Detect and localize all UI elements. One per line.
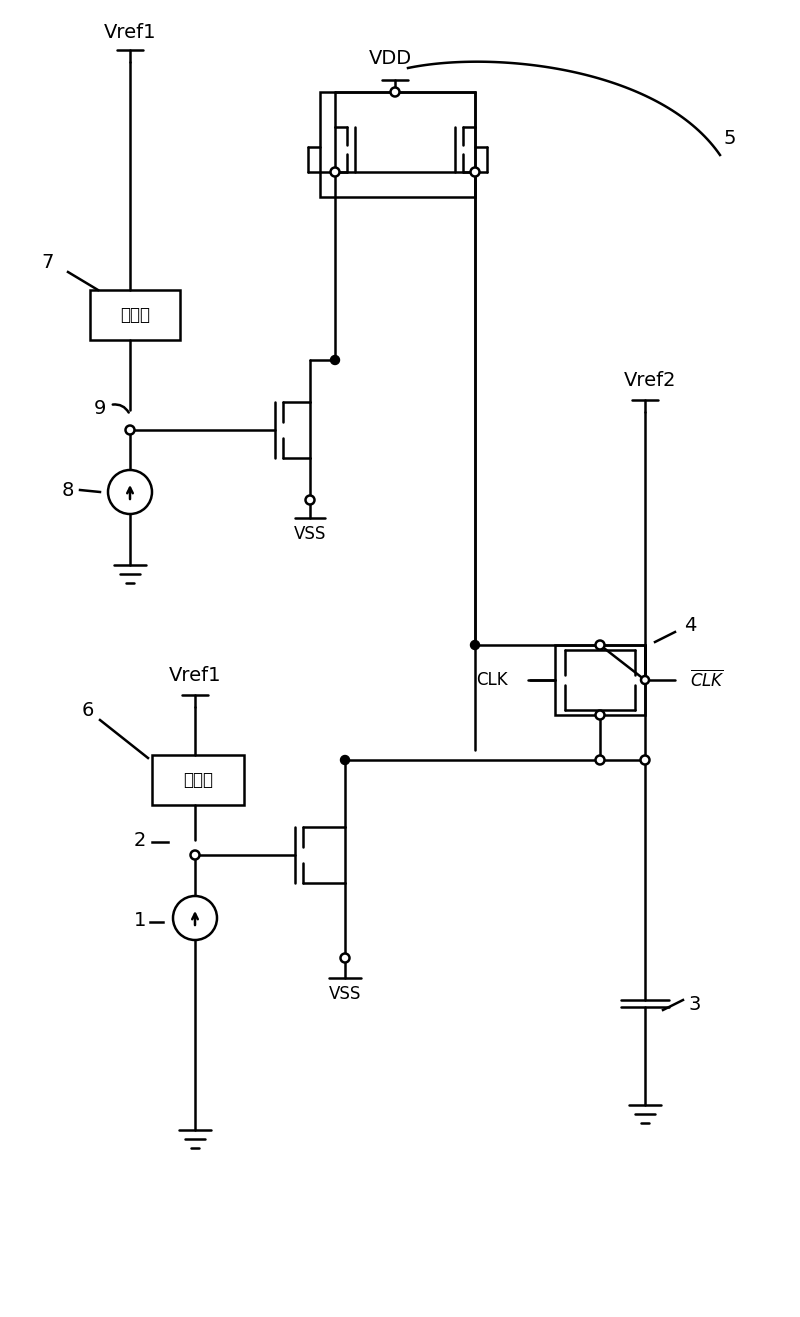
Circle shape [595, 756, 605, 764]
Circle shape [190, 851, 199, 860]
Circle shape [341, 756, 350, 764]
Circle shape [641, 676, 649, 684]
Circle shape [126, 425, 134, 435]
Text: VDD: VDD [369, 49, 411, 67]
Text: 9: 9 [94, 399, 106, 417]
Bar [555, 645, 645, 715]
Circle shape [330, 167, 339, 176]
Text: 7: 7 [42, 253, 54, 271]
Text: Vref1: Vref1 [104, 22, 156, 42]
Bar [152, 755, 244, 805]
Circle shape [595, 710, 605, 719]
Text: 5: 5 [724, 129, 736, 148]
Text: 暗单元: 暗单元 [120, 306, 150, 324]
Bar [90, 290, 180, 340]
Circle shape [470, 167, 479, 176]
Circle shape [390, 87, 399, 96]
Text: CLK: CLK [476, 670, 508, 689]
Circle shape [470, 640, 479, 649]
Circle shape [306, 495, 314, 504]
Text: 4: 4 [684, 615, 696, 635]
Circle shape [341, 954, 350, 963]
Circle shape [595, 640, 605, 649]
Text: 8: 8 [62, 481, 74, 499]
Bar [320, 92, 475, 198]
Text: VSS: VSS [294, 525, 326, 543]
Text: $\overline{CLK}$: $\overline{CLK}$ [690, 669, 725, 690]
Text: Vref1: Vref1 [169, 665, 222, 685]
Text: 2: 2 [134, 831, 146, 849]
Text: 3: 3 [689, 996, 701, 1014]
Circle shape [108, 470, 152, 514]
Text: 6: 6 [82, 701, 94, 719]
Text: 1: 1 [134, 910, 146, 930]
Text: VSS: VSS [329, 985, 361, 1004]
Text: 传感器: 传感器 [183, 770, 213, 789]
Circle shape [330, 356, 339, 365]
Circle shape [173, 896, 217, 940]
Text: Vref2: Vref2 [624, 370, 676, 390]
Circle shape [641, 756, 650, 764]
